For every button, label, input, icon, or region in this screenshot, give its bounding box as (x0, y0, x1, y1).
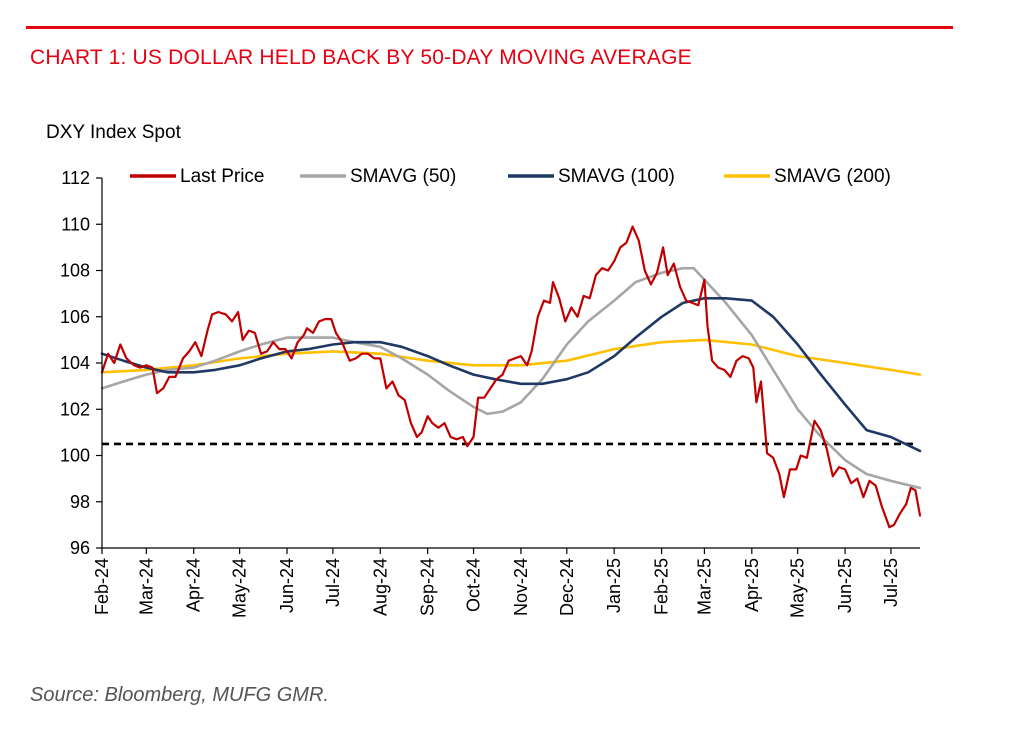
legend: Last Price SMAVG (50) SMAVG (100) SMAVG (20… (130, 166, 891, 187)
chart-title: CHART 1: US DOLLAR HELD BACK BY 50-DAY M… (30, 46, 692, 69)
x-tick-label: May-25 (788, 558, 808, 618)
x-tick-label: Jul-24 (323, 558, 343, 607)
y-tick-label: 96 (70, 538, 90, 558)
x-tick-label: Sep-24 (418, 558, 438, 616)
x-tick-label: Apr-25 (742, 558, 762, 612)
x-tick-label: Oct-24 (464, 558, 484, 612)
x-tick-label: Feb-25 (652, 558, 672, 615)
y-tick-label: 98 (70, 492, 90, 512)
x-tick-label: Jun-25 (835, 558, 855, 613)
x-tick-label: Nov-24 (511, 558, 531, 616)
legend-label-smavg-50: SMAVG (50) (350, 166, 456, 187)
y-tick-label: 106 (60, 307, 90, 327)
x-tick-label: May-24 (230, 558, 250, 618)
series-line-smavg-50 (100, 266, 922, 490)
legend-label-smavg-200: SMAVG (200) (774, 166, 891, 187)
y-tick-label: 110 (61, 214, 90, 234)
x-tick-label: Mar-25 (694, 558, 714, 615)
x-tick-label: Feb-24 (92, 558, 112, 615)
y-axis-label: DXY Index Spot (46, 122, 181, 143)
series-layer (100, 225, 922, 529)
series-line-smavg-100 (100, 297, 922, 453)
y-tick-label: 100 (60, 446, 90, 466)
x-tick-label: Jun-24 (277, 558, 297, 613)
y-tick-label: 112 (61, 168, 90, 188)
x-tick-label: Dec-24 (557, 558, 577, 616)
x-tick-label: Aug-24 (370, 558, 390, 616)
legend-label-last-price: Last Price (180, 166, 264, 187)
legend-label-smavg-100: SMAVG (100) (558, 166, 675, 187)
y-tick-label: 108 (60, 261, 90, 281)
source-note: Source: Bloomberg, MUFG GMR. (30, 684, 329, 706)
x-tick-label: Mar-24 (136, 558, 156, 615)
series-line-smavg-200 (100, 338, 922, 376)
x-tick-label: Jul-25 (881, 558, 901, 607)
x-tick-label: Apr-24 (184, 558, 204, 612)
series-line-last-price (100, 225, 922, 529)
x-tick-label: Jan-25 (604, 558, 624, 613)
y-tick-label: 102 (60, 399, 90, 419)
y-tick-label: 104 (60, 353, 90, 373)
title-rule (26, 26, 953, 29)
axes-layer: 96 98 100 102 104 106 108 110 112 Feb-24 Mar-24 Apr… (60, 168, 920, 618)
